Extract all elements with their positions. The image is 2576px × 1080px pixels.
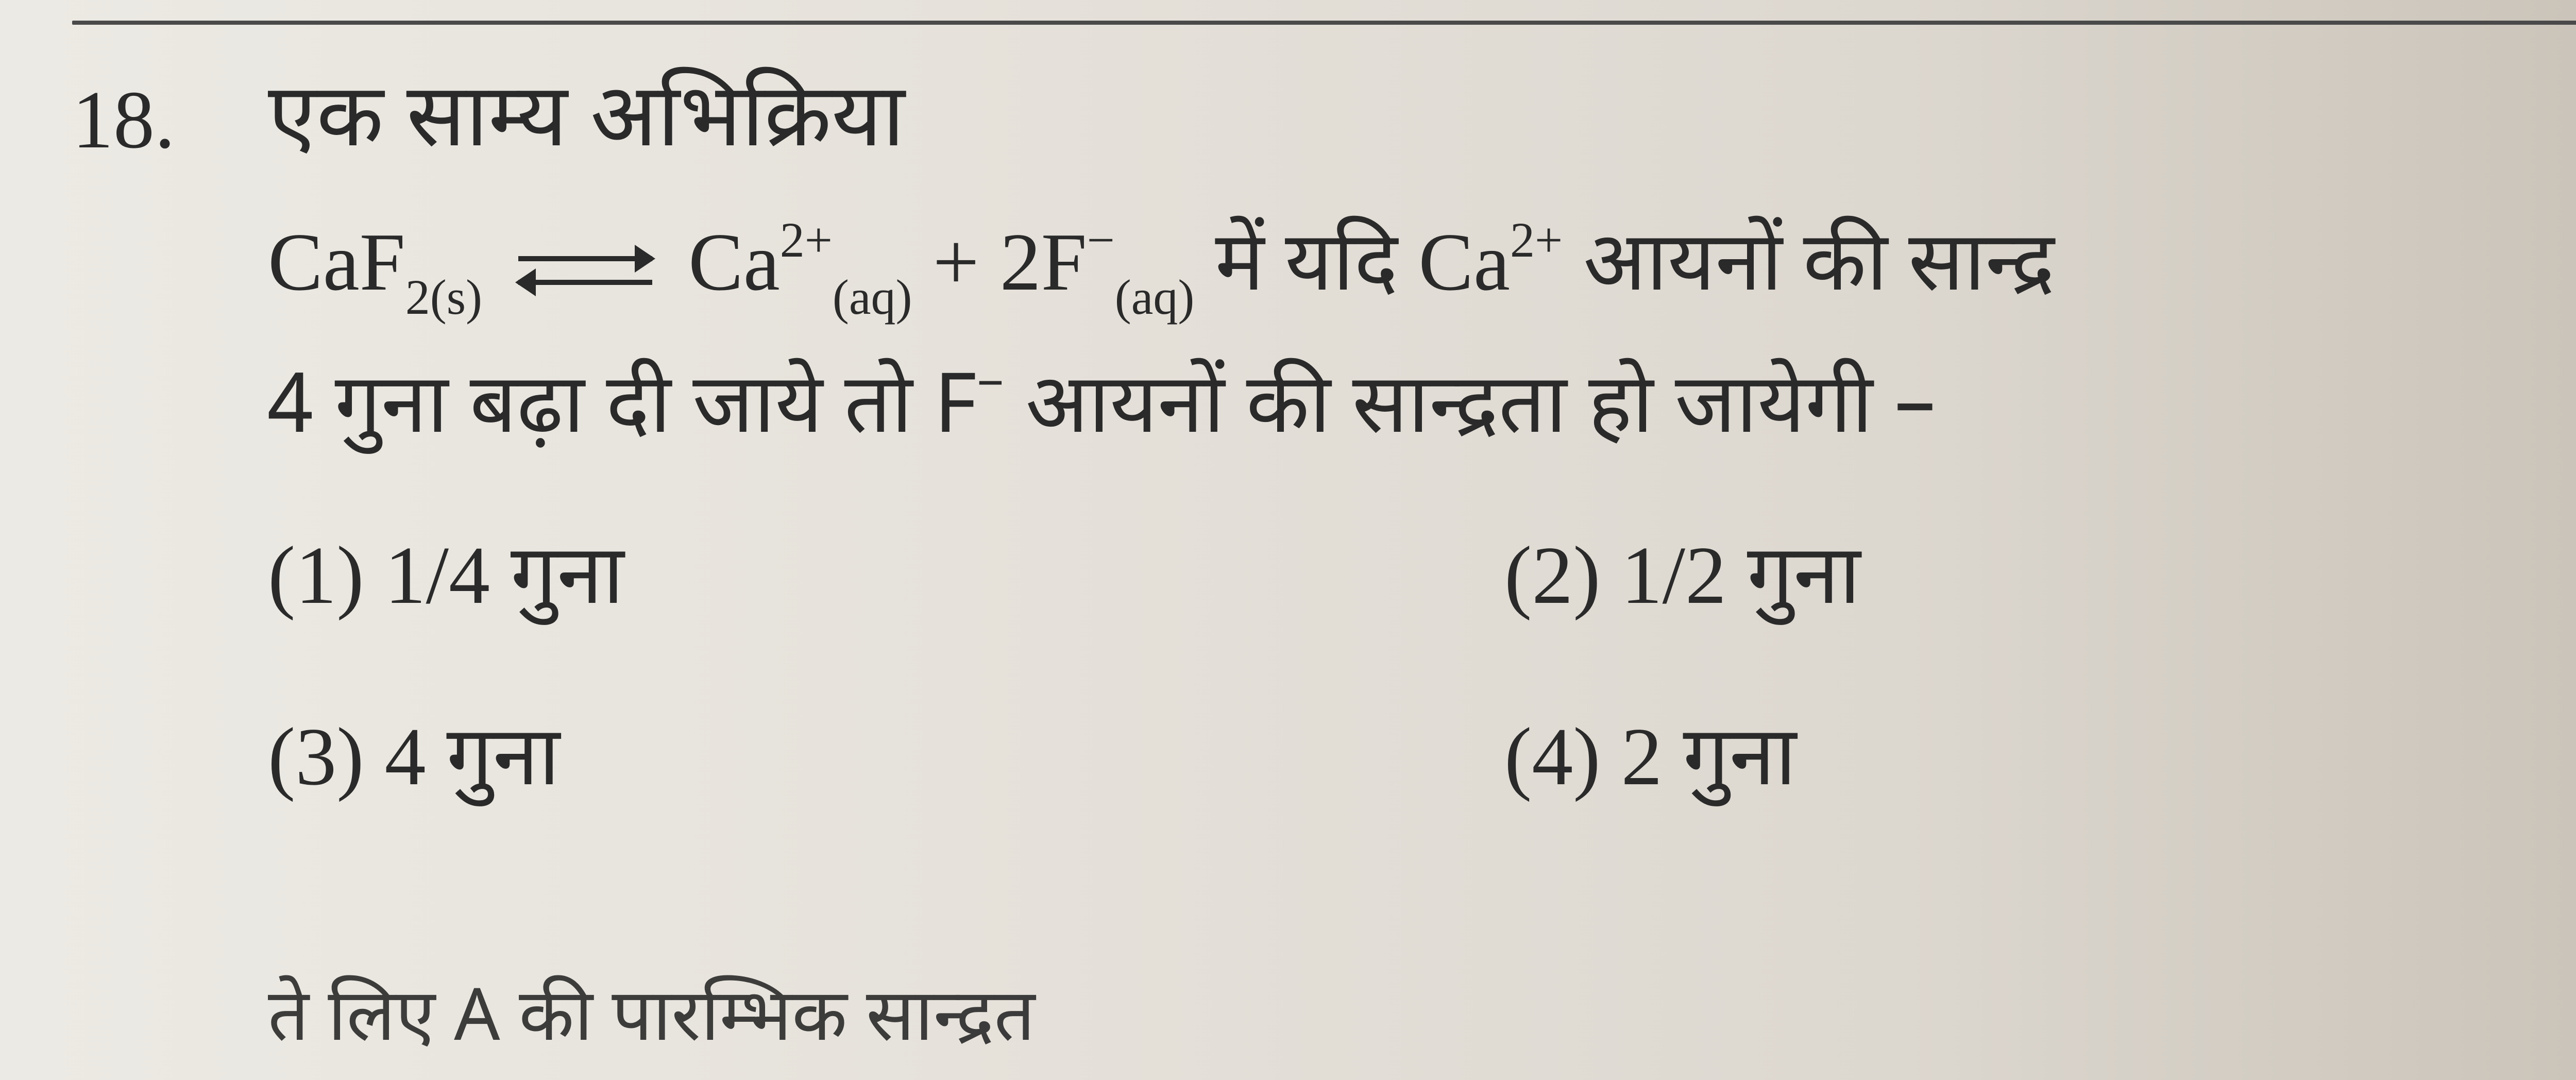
lhs-species: CaF — [268, 216, 405, 308]
option-3: (3) 4 गुना — [268, 709, 1401, 818]
page-scan: 18. एक साम्य अभिक्रिया CaF2(s) Ca2+(aq) … — [0, 0, 2576, 1080]
line3-sup: − — [977, 355, 1004, 419]
condition-line: 4 गुना बढ़ा दी जाये तो F− आयनों की सान्द… — [268, 359, 2576, 466]
rhs-sup-1: 2+ — [780, 212, 833, 267]
tail-b: आयनों की सान्द्र — [1563, 216, 2055, 308]
option-4: (4) 2 गुना — [1504, 709, 2576, 818]
rhs-sub-2: (aq) — [1115, 269, 1195, 325]
rhs-sub-1: (aq) — [833, 269, 912, 325]
question-body: एक साम्य अभिक्रिया CaF2(s) Ca2+(aq) + 2F… — [268, 72, 2576, 818]
line3-b: आयनों की सान्द्रता हो जायेगी – — [1004, 359, 1936, 466]
equation-line: CaF2(s) Ca2+(aq) + 2F−(aq) में यदि Ca2+ … — [268, 208, 2576, 323]
tail-sup: 2+ — [1510, 212, 1563, 267]
option-2: (2) 1/2 गुना — [1504, 528, 2576, 637]
top-horizontal-rule — [72, 21, 2576, 25]
rhs-species-2: 2F — [1000, 216, 1087, 308]
rhs-sup-2: − — [1087, 212, 1115, 267]
line3-a: 4 गुना बढ़ा दी जाये तो F — [268, 359, 977, 466]
cutoff-next-question-fragment: ते लिए A की पारम्भिक सान्द्रत — [268, 976, 1035, 1070]
equilibrium-arrows-icon — [518, 240, 652, 301]
option-1: (1) 1/4 गुना — [268, 528, 1401, 637]
question-number: 18. — [72, 72, 175, 167]
tail-a: में यदि Ca — [1194, 216, 1510, 308]
question-intro: एक साम्य अभिक्रिया — [268, 72, 2576, 177]
rhs-species-1: Ca — [688, 216, 780, 308]
options-grid: (1) 1/4 गुना (2) 1/2 गुना (3) 4 गुना (4)… — [268, 528, 2576, 818]
lhs-subscript: 2(s) — [405, 269, 482, 325]
plus-sign: + — [912, 216, 999, 308]
